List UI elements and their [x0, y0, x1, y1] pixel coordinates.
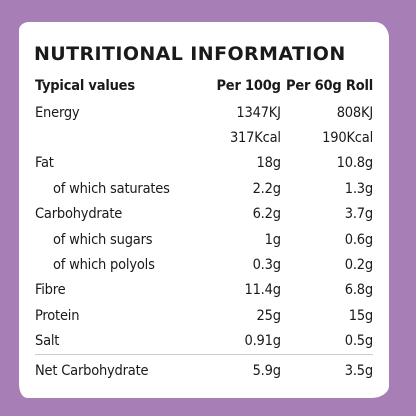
table-row-sugars: of which sugars 1g 0.6g: [35, 227, 373, 252]
header-per-100g: Per 100g: [216, 78, 281, 94]
row-label: of which saturates: [53, 180, 170, 197]
row-label: Energy: [35, 104, 80, 121]
table-row-energy-kcal: 317Kcal 190Kcal: [35, 125, 373, 150]
table-row-fat: Fat 18g 10.8g: [35, 151, 373, 176]
row-label: of which sugars: [53, 231, 153, 248]
table-row-fibre: Fibre 11.4g 6.8g: [35, 278, 373, 303]
table-row-protein: Protein 25g 15g: [35, 303, 373, 328]
header-typical-values: Typical values: [35, 78, 135, 94]
row-value-per-roll: 15g: [348, 307, 373, 324]
row-label: Salt: [35, 333, 60, 350]
table-row-carbohydrate: Carbohydrate 6.2g 3.7g: [35, 202, 373, 227]
row-value-per-roll: 6.8g: [344, 282, 373, 299]
nutrition-table: Typical values Per 100g Per 60g Roll Ene…: [35, 78, 373, 387]
row-value-per-100g: 317Kcal: [229, 130, 281, 147]
row-value-per-roll: 190Kcal: [322, 130, 373, 147]
row-label: Fat: [35, 155, 54, 172]
row-value-per-100g: 2.2g: [252, 180, 281, 197]
table-header-row: Typical values Per 100g Per 60g Roll: [35, 78, 373, 100]
row-label: Fibre: [35, 282, 66, 299]
table-row-saturates: of which saturates 2.2g 1.3g: [35, 176, 373, 201]
nutrition-panel: NUTRITIONAL INFORMATION Typical values P…: [19, 22, 389, 398]
row-value-per-100g: 11.4g: [244, 282, 281, 299]
row-value-per-roll: 808KJ: [336, 104, 373, 121]
table-row-polyols: of which polyols 0.3g 0.2g: [35, 252, 373, 277]
table-row-salt: Salt 0.91g 0.5g: [35, 329, 373, 355]
row-value-per-roll: 10.8g: [336, 155, 374, 172]
row-label: [35, 125, 194, 150]
nutrition-title: NUTRITIONAL INFORMATION: [34, 43, 346, 65]
row-value-per-roll: 1.3g: [344, 180, 373, 197]
row-value-per-100g: 1347KJ: [236, 104, 281, 121]
row-value-per-100g: 6.2g: [252, 206, 281, 223]
row-value-per-100g: 0.91g: [244, 333, 281, 350]
row-value-per-100g: 18g: [256, 155, 281, 172]
row-label: Net Carbohydrate: [35, 353, 195, 387]
row-value-per-roll: 0.6g: [344, 231, 373, 248]
table-row-energy-kj: Energy 1347KJ 808KJ: [35, 100, 373, 125]
row-label: of which polyols: [53, 257, 155, 274]
row-label: Carbohydrate: [35, 206, 123, 223]
row-value-per-100g: 1g: [264, 231, 281, 248]
header-per-roll: Per 60g Roll: [286, 78, 373, 94]
row-label: Protein: [35, 307, 80, 324]
row-value-per-roll: 0.2g: [344, 257, 373, 274]
row-value-per-roll: 3.7g: [344, 206, 373, 223]
row-value-per-roll: 0.5g: [344, 333, 373, 350]
table-row-net-carbohydrate: Net Carbohydrate 5.9g 3.5g: [35, 353, 373, 387]
row-value-per-100g: 25g: [256, 307, 281, 324]
row-value-per-roll: 3.5g: [280, 353, 373, 387]
row-value-per-100g: 5.9g: [194, 353, 281, 387]
row-value-per-100g: 0.3g: [252, 257, 281, 274]
